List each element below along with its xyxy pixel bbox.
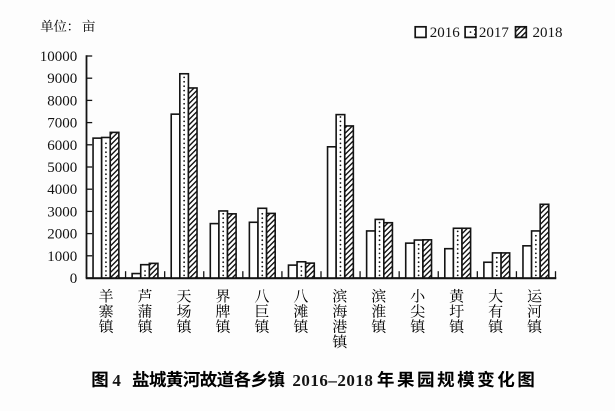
svg-text:4000: 4000 xyxy=(47,182,77,198)
svg-text:9000: 9000 xyxy=(47,71,77,87)
svg-text:4: 4 xyxy=(112,371,121,390)
svg-text:2018: 2018 xyxy=(533,25,563,41)
svg-text:5000: 5000 xyxy=(47,160,77,176)
svg-text:10000: 10000 xyxy=(40,49,78,65)
svg-text:8000: 8000 xyxy=(47,93,77,109)
svg-text:2017: 2017 xyxy=(479,25,510,41)
svg-text:3000: 3000 xyxy=(47,204,77,220)
svg-text:0: 0 xyxy=(70,271,78,287)
svg-text:2016: 2016 xyxy=(430,25,461,41)
svg-text:2000: 2000 xyxy=(47,227,77,243)
svg-text:1000: 1000 xyxy=(47,249,77,265)
svg-text:6000: 6000 xyxy=(47,138,77,154)
svg-text:2016–2018: 2016–2018 xyxy=(292,371,373,390)
svg-text:7000: 7000 xyxy=(47,116,77,132)
